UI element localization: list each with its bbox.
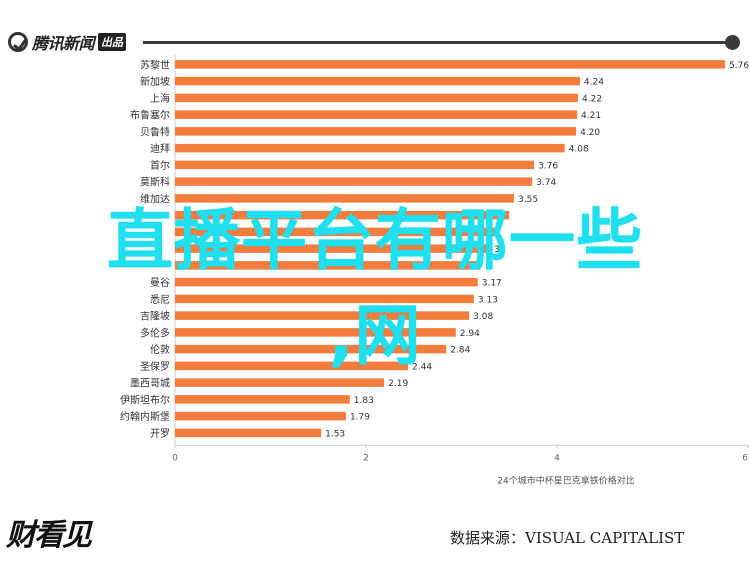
category-label: 贝鲁特 [140, 125, 170, 138]
value-label: 3.13 [478, 295, 498, 305]
bar [175, 378, 385, 387]
category-label: 悉尼 [150, 294, 170, 306]
value-label: 2.84 [450, 346, 470, 356]
category-label: 伦敦 [150, 343, 170, 356]
header: 腾讯新闻 出品 [0, 0, 750, 58]
bar [175, 210, 510, 220]
bar [175, 361, 409, 371]
value-label: 1.79 [350, 413, 370, 423]
x-tick-label: 6 [742, 453, 748, 463]
value-label: 3. [494, 245, 503, 255]
bar [175, 227, 500, 237]
bar [175, 127, 577, 136]
category-label: 曼谷 [150, 277, 170, 289]
category-label: 新加坡 [140, 75, 170, 88]
bar [175, 194, 515, 203]
logo-text: 腾讯新闻 [32, 34, 95, 53]
bar [175, 60, 726, 69]
tencent-news-logo: 腾讯新闻 出品 [8, 30, 127, 54]
category-label: 上海 [150, 92, 170, 105]
logo-badge: 出品 [98, 33, 127, 51]
bar [175, 311, 470, 320]
bar [175, 143, 565, 153]
category-label: 伊斯坦布尔 [120, 393, 170, 406]
category-label: 首尔 [150, 159, 170, 172]
value-label: 4.22 [582, 94, 602, 104]
value-label: 4.21 [581, 111, 601, 121]
bar [175, 411, 346, 421]
bar [175, 177, 533, 186]
value-label: 2.94 [460, 329, 480, 339]
bar [175, 261, 481, 270]
header-divider [143, 41, 731, 44]
category-label: 迪拜 [150, 143, 170, 155]
bar [175, 93, 579, 103]
value-label: 5.76 [729, 61, 749, 71]
value-label: 4.08 [569, 145, 589, 155]
x-tick-label: 4 [554, 453, 560, 463]
value-label: 2.44 [412, 362, 432, 372]
bar [175, 428, 322, 438]
category-label: 约翰内斯堡 [120, 410, 170, 423]
category-label: 莫斯科 [140, 176, 170, 189]
x-tick-label: 0 [172, 453, 178, 463]
bar [175, 110, 578, 119]
value-label: 2.19 [388, 379, 408, 389]
category-label: 维加达 [140, 192, 170, 205]
header-dot [725, 35, 740, 50]
bar [175, 244, 491, 253]
value-label: 1.83 [354, 396, 374, 406]
category-label: 苏黎世 [140, 58, 170, 71]
value-label: 3.08 [473, 312, 493, 322]
value-label: 3.74 [536, 178, 556, 188]
bar [175, 328, 456, 337]
category-label: 圣保罗 [140, 360, 170, 373]
value-label: 3.55 [518, 195, 538, 205]
bar [175, 277, 478, 287]
category-label: 开罗 [150, 428, 170, 440]
caikanjian-logo: 财看见 [6, 518, 92, 553]
value-label: 3.17 [482, 279, 502, 289]
x-axis-label: 24个城市中杯星巴克拿铁价格对比 [497, 474, 634, 486]
bar [175, 160, 535, 170]
bar [175, 395, 350, 404]
x-tick-label: 2 [363, 453, 369, 463]
bar [175, 76, 580, 86]
tencent-news-icon [8, 32, 28, 52]
data-source: 数据来源：VISUAL CAPITALIST [450, 529, 685, 547]
category-label: 多伦多 [140, 326, 170, 339]
category-label: 吉隆坡 [140, 310, 170, 323]
value-label: 1.53 [325, 429, 345, 439]
value-label: 4.24 [584, 78, 604, 88]
category-label: 墨西哥城 [130, 378, 170, 390]
category-label: 布鲁塞尔 [130, 109, 170, 122]
value-label: 3.76 [538, 161, 558, 171]
bar [175, 344, 447, 354]
bar [175, 294, 474, 304]
value-label: 4.20 [580, 128, 600, 138]
bar-chart: 苏黎世 5.76 新加坡 4.24 上海 4.22 布鲁塞尔 4.21 贝鲁特 4.20 迪拜 4.0… [120, 54, 749, 486]
